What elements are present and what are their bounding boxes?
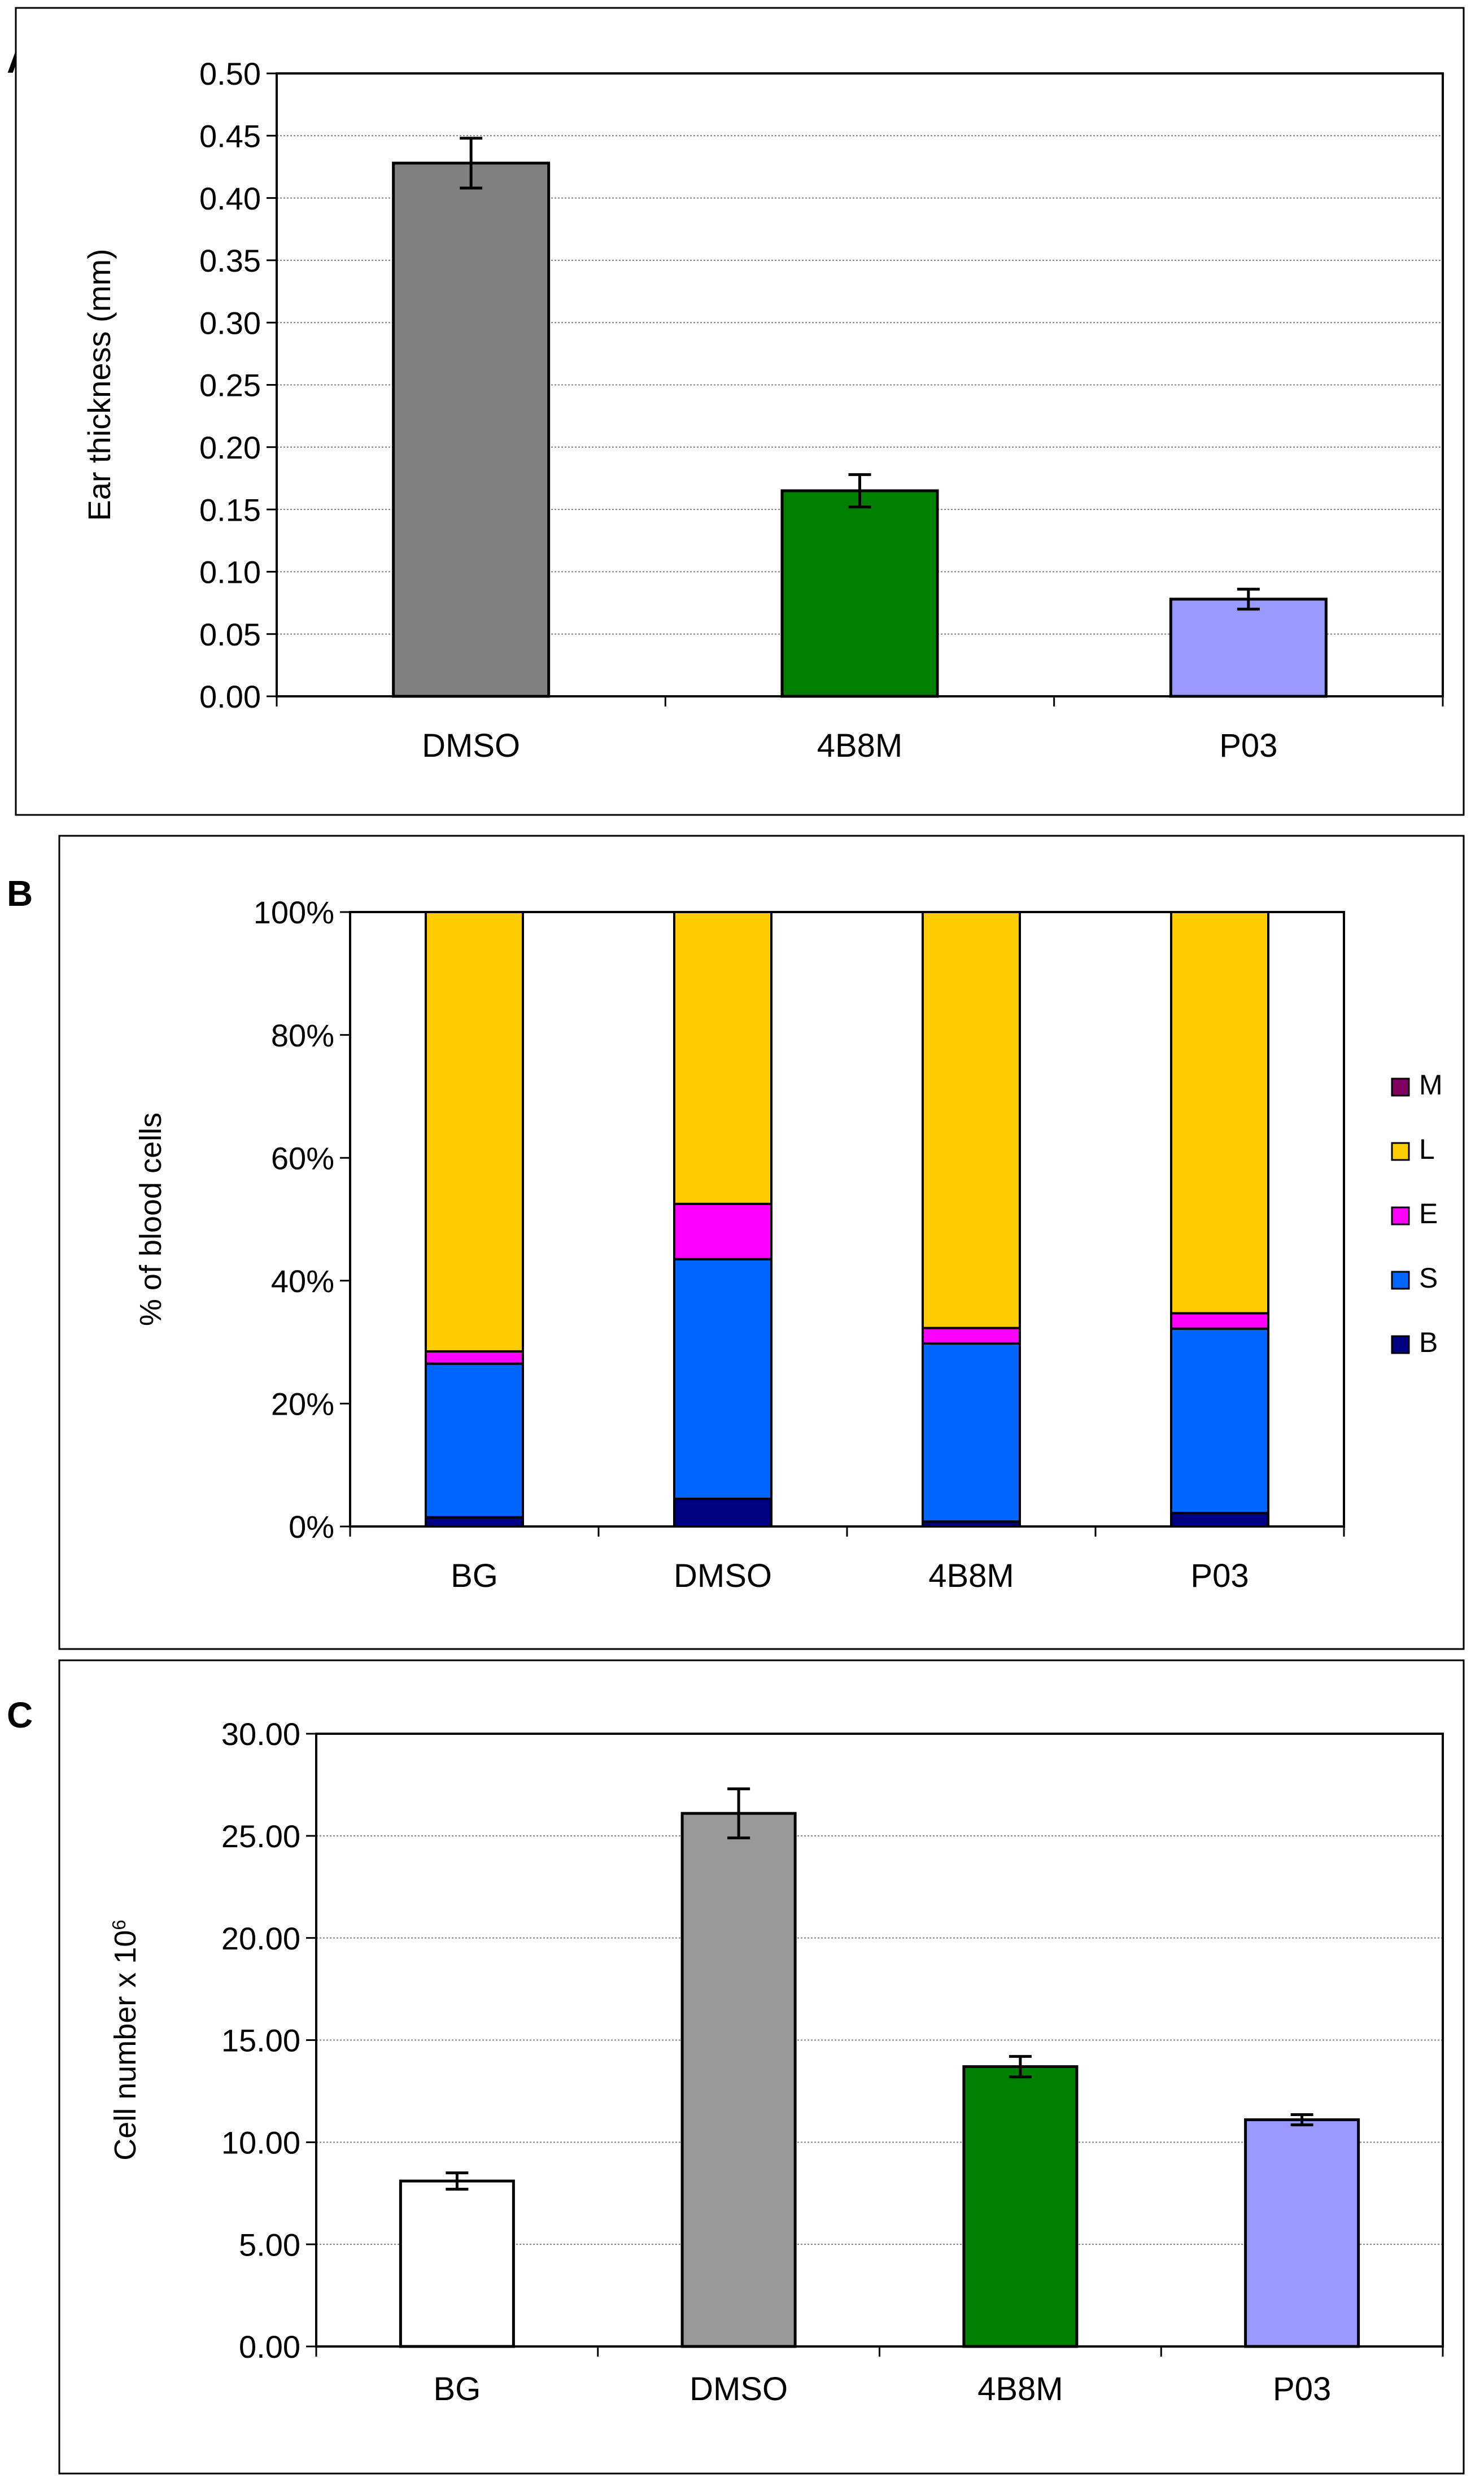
chart-panel-a: 0.00 0.05 0.10 0.15 0.20 0.25 0.30 0.35 0.40 0.45… (15, 7, 1465, 816)
stack-segment-e-p03 (1170, 1312, 1269, 1330)
y-tick-label: 0.05 (199, 617, 261, 652)
y-tick-label: 0.35 (199, 243, 261, 278)
panel-letter-b: B (7, 873, 33, 914)
y-tick-label: 0.20 (199, 430, 261, 465)
y-tick-label: 0% (289, 1509, 334, 1545)
y-tick-label: 20% (271, 1386, 334, 1422)
y-axis-label: Ear thickness (mm) (81, 248, 117, 521)
x-tick-label: 4B8M (977, 2371, 1063, 2407)
stack-segment-l-bg (425, 911, 524, 1353)
bar-4b8m (962, 2065, 1079, 2348)
chart-panel-c: 0.00 5.00 10.00 15.00 20.00 25.00 30.00 BG DMSO 4… (58, 1659, 1465, 2475)
stack-segment-s-dmso (673, 1258, 772, 1500)
y-tick-label: 0.25 (199, 368, 261, 403)
bar-bg (399, 2179, 515, 2348)
y-tick-label: 80% (271, 1018, 334, 1053)
stack-segment-l-4b8m (922, 911, 1021, 1329)
y-tick-label: 15.00 (221, 2023, 300, 2058)
stack-segment-s-4b8m (922, 1342, 1021, 1523)
stack-segment-e-bg (425, 1350, 524, 1365)
legend-swatch-s (1391, 1271, 1410, 1290)
x-tick-label: DMSO (422, 727, 520, 764)
stack-segment-b-p03 (1170, 1512, 1269, 1528)
x-tick-label: BG (433, 2371, 481, 2407)
legend-swatch-l (1391, 1142, 1410, 1161)
y-tick-label: 0.15 (199, 492, 261, 527)
panel-letter-c: C (7, 1695, 33, 1735)
y-tick-label: 5.00 (239, 2227, 300, 2262)
y-tick-label: 0.00 (239, 2329, 300, 2365)
y-tick-label: 0.30 (199, 305, 261, 341)
y-axis-label: % of blood cells (134, 1113, 168, 1326)
x-tick-label: P03 (1273, 2371, 1331, 2407)
y-tick-label: 40% (271, 1263, 334, 1299)
x-tick-label: 4B8M (817, 727, 903, 764)
y-tick-label: 20.00 (221, 1921, 300, 1956)
plot-border (349, 911, 1345, 1528)
plot-border (276, 72, 1444, 697)
stack-segment-e-4b8m (922, 1327, 1021, 1345)
stack-segment-s-bg (425, 1362, 524, 1519)
stack-segment-l-dmso (673, 911, 772, 1205)
stack-segment-s-p03 (1170, 1327, 1269, 1515)
y-tick-label: 0.50 (199, 56, 261, 91)
bar-dmso (392, 162, 551, 698)
x-tick-label: 4B8M (928, 1558, 1014, 1594)
bar-4b8m (780, 489, 939, 698)
y-tick-label: 30.00 (221, 1716, 300, 1752)
x-tick-label: DMSO (674, 1558, 772, 1594)
y-tick-label: 60% (271, 1140, 334, 1176)
legend-label-s: S (1419, 1262, 1438, 1294)
stack-segment-b-bg (425, 1516, 524, 1528)
legend-label-b: B (1419, 1327, 1438, 1358)
y-axis-label: Cell number x 106 (108, 1920, 143, 2161)
plot-border (315, 1733, 1444, 2348)
legend-swatch-b (1391, 1335, 1410, 1354)
x-tick-label: DMSO (689, 2371, 788, 2407)
x-tick-label: P03 (1219, 727, 1277, 764)
legend-label-l: L (1419, 1133, 1435, 1165)
x-tick-label: BG (451, 1558, 498, 1594)
stack-segment-b-dmso (673, 1498, 772, 1528)
y-tick-label: 25.00 (221, 1818, 300, 1854)
stack-segment-l-p03 (1170, 911, 1269, 1315)
legend-label-e: E (1419, 1198, 1438, 1229)
legend-swatch-e (1391, 1206, 1410, 1225)
chart-panel-b: 0% 20% 40% 60% 80% 100% BG DMSO 4B8M P03 ML E S B % of… (58, 835, 1465, 1650)
y-axis-label-superscript: 6 (108, 1920, 129, 1930)
bar-dmso (680, 1812, 797, 2348)
y-tick-label: 0.45 (199, 118, 261, 154)
stack-segment-e-dmso (673, 1202, 772, 1260)
y-tick-label: 100% (254, 895, 334, 930)
y-tick-label: 0.00 (199, 679, 261, 714)
y-tick-label: 0.10 (199, 555, 261, 590)
y-tick-label: 0.40 (199, 181, 261, 216)
y-tick-label: 10.00 (221, 2125, 300, 2160)
legend-label-m: M (1419, 1069, 1443, 1101)
bar-p03 (1169, 597, 1328, 698)
bar-p03 (1244, 2118, 1360, 2348)
legend-swatch-m (1391, 1078, 1410, 1097)
x-tick-label: P03 (1190, 1558, 1249, 1594)
